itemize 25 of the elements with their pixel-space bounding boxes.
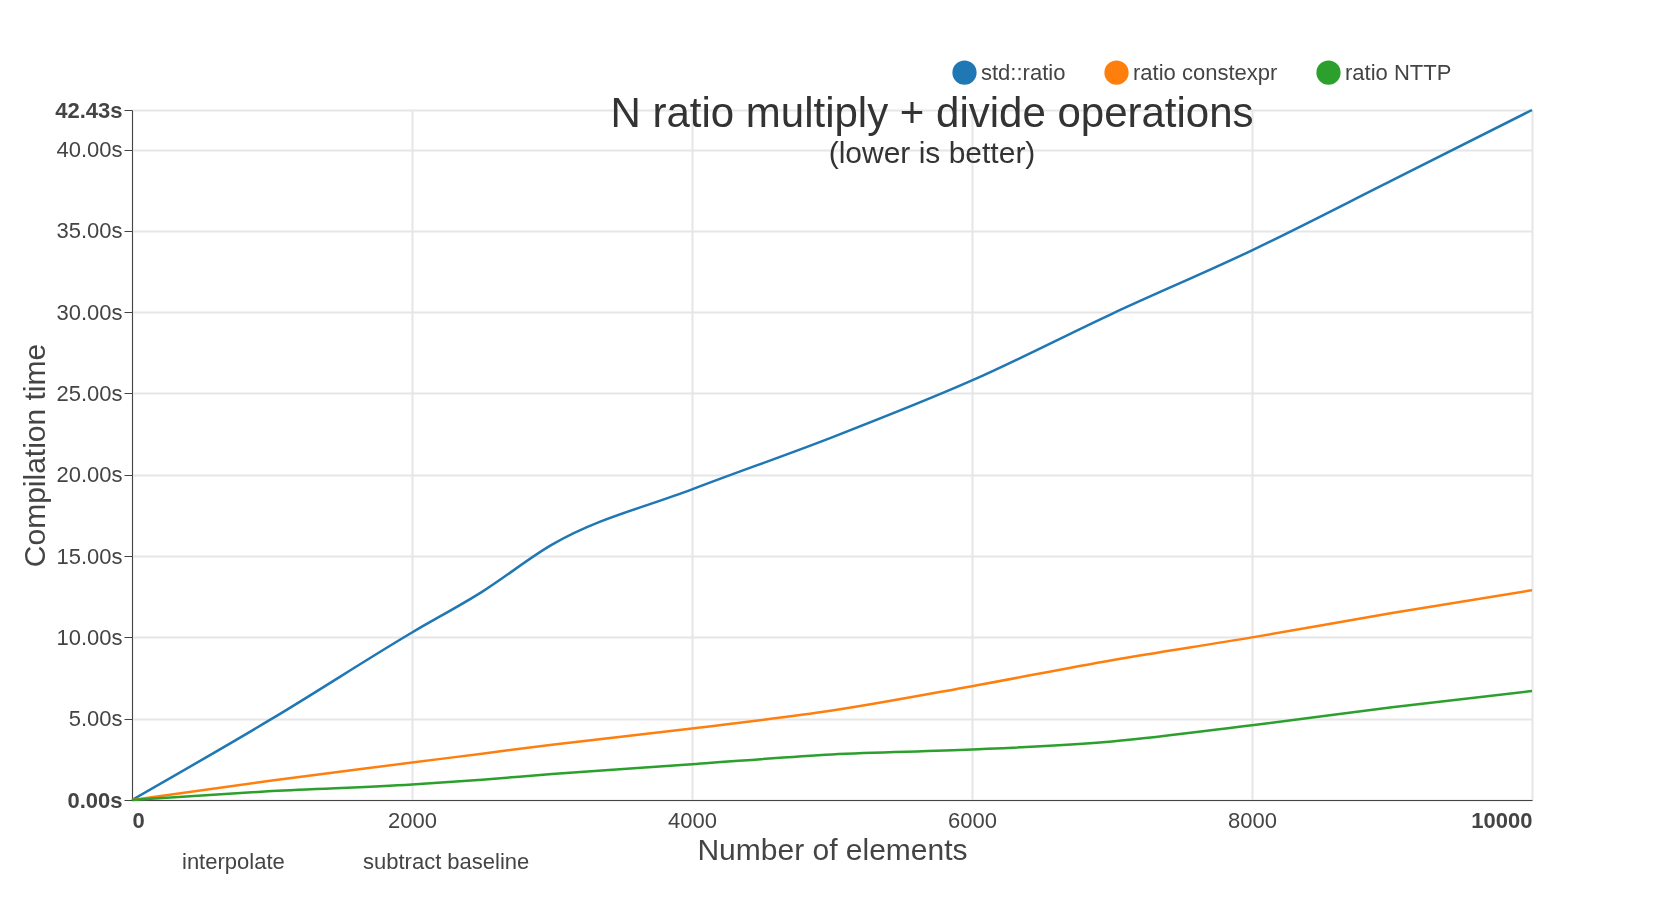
y-tick-label: 35.00s xyxy=(56,218,123,244)
y-tick-label: 25.00s xyxy=(56,380,123,406)
text: (lower is better) xyxy=(828,136,1036,169)
y-tick-label: 10.00s xyxy=(56,624,123,650)
legend-label: ratio NTTP xyxy=(1345,59,1452,85)
y-tick-label: 5.00s xyxy=(68,706,123,732)
y-tick-label: 30.00s xyxy=(56,299,123,325)
x-tick-label: 8000 xyxy=(1228,807,1277,833)
x-tick-label: 2000 xyxy=(388,807,437,833)
chart-title: N ratio multiply + divide operations xyxy=(610,89,1254,136)
x-tick-label: 6000 xyxy=(948,807,997,833)
text: interpolate xyxy=(182,849,285,874)
x-tick-label: 10000 xyxy=(1471,807,1533,833)
y-tick-label: 15.00s xyxy=(56,543,123,569)
x-tick-label: 0 xyxy=(132,807,145,833)
y-tick-label: 40.00s xyxy=(56,137,123,163)
y-tick-label: 0.00s xyxy=(67,787,123,813)
y-tick-label: 20.00s xyxy=(56,462,123,488)
y-tick-label: 42.43s xyxy=(55,97,123,123)
x-tick-label: 4000 xyxy=(668,807,717,833)
legend-label: ratio constexpr xyxy=(1133,59,1278,85)
y-axis-title: Compilation time xyxy=(18,343,52,568)
x-axis-title: Number of elements xyxy=(697,832,968,866)
text: subtract baseline xyxy=(363,849,530,874)
legend-label: std::ratio xyxy=(981,59,1066,85)
